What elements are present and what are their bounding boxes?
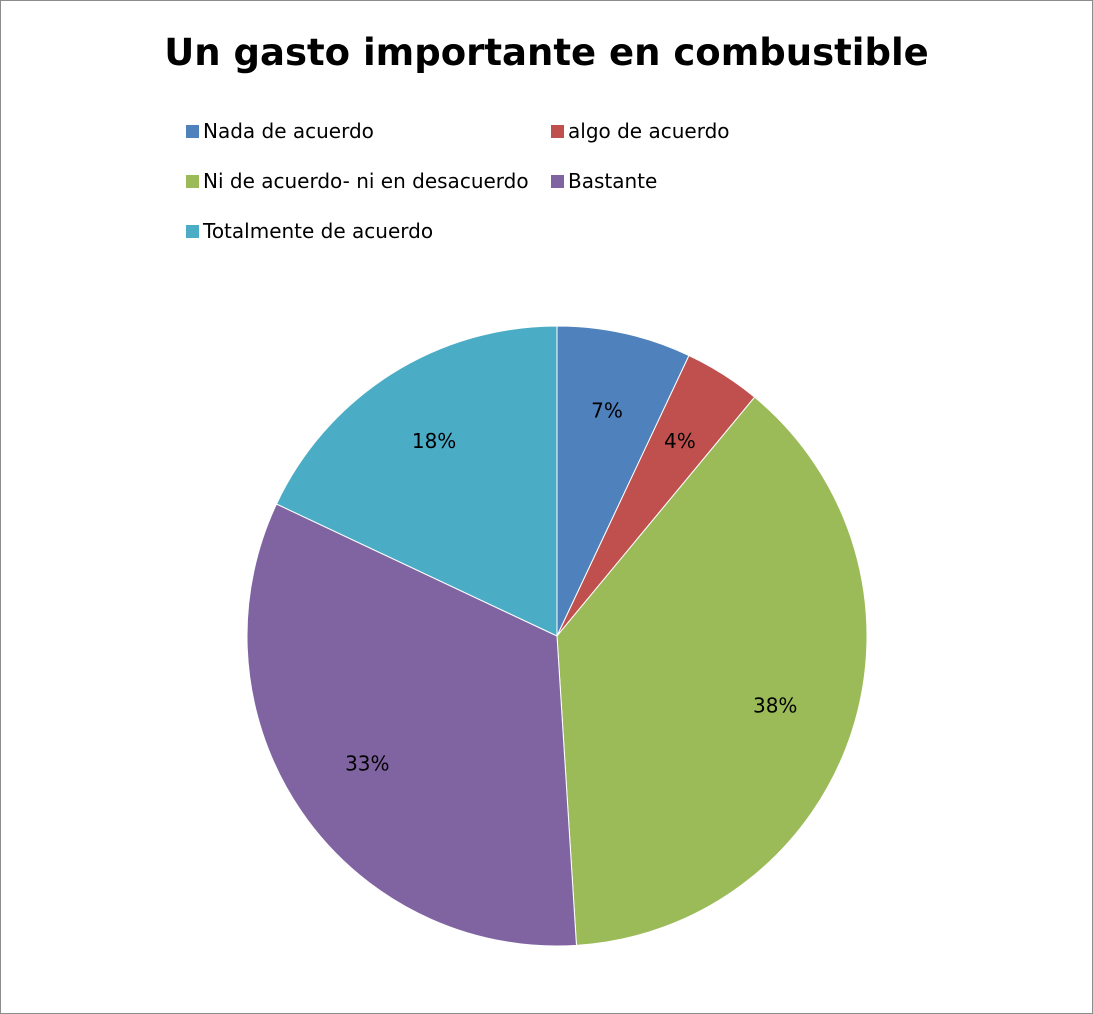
legend-swatch-ni-de-acuerdo — [186, 174, 199, 188]
data-label-nada-de-acuerdo: 7% — [591, 399, 623, 423]
pie-slice-bastante — [246, 503, 578, 947]
legend: Nada de acuerdo algo de acuerdo Ni de ac… — [186, 117, 806, 245]
legend-swatch-nada-de-acuerdo — [186, 124, 199, 138]
legend-label-bastante: Bastante — [568, 169, 658, 193]
legend-entry-algo-de-acuerdo: algo de acuerdo — [551, 117, 806, 145]
data-label-totalmente-de-acuerdo: 18% — [412, 429, 456, 453]
data-label-algo-de-acuerdo: 4% — [664, 429, 696, 453]
legend-entry-totalmente-de-acuerdo: Totalmente de acuerdo — [186, 217, 551, 245]
legend-label-nada-de-acuerdo: Nada de acuerdo — [203, 119, 374, 143]
pie-slice-totalmente-de-acuerdo — [275, 325, 558, 637]
legend-entry-ni-de-acuerdo: Ni de acuerdo- ni en desacuerdo — [186, 167, 551, 195]
legend-entry-bastante: Bastante — [551, 167, 806, 195]
pie-slice-ni-de-acuerdo-ni-en-desacuerdo — [556, 396, 868, 946]
legend-label-ni-de-acuerdo: Ni de acuerdo- ni en desacuerdo — [203, 169, 529, 193]
data-label-ni-de-acuerdo-ni-en-desacuerdo: 38% — [753, 693, 797, 717]
legend-swatch-bastante — [551, 174, 564, 188]
legend-label-algo-de-acuerdo: algo de acuerdo — [568, 119, 730, 143]
legend-entry-nada-de-acuerdo: Nada de acuerdo — [186, 117, 551, 145]
chart-title: Un gasto importante en combustible — [164, 31, 929, 74]
pie-slice-nada-de-acuerdo — [556, 325, 690, 637]
legend-swatch-algo-de-acuerdo — [551, 124, 564, 138]
legend-label-totalmente-de-acuerdo: Totalmente de acuerdo — [203, 219, 434, 243]
legend-swatch-totalmente-de-acuerdo — [186, 224, 199, 238]
data-label-bastante: 33% — [345, 751, 389, 775]
